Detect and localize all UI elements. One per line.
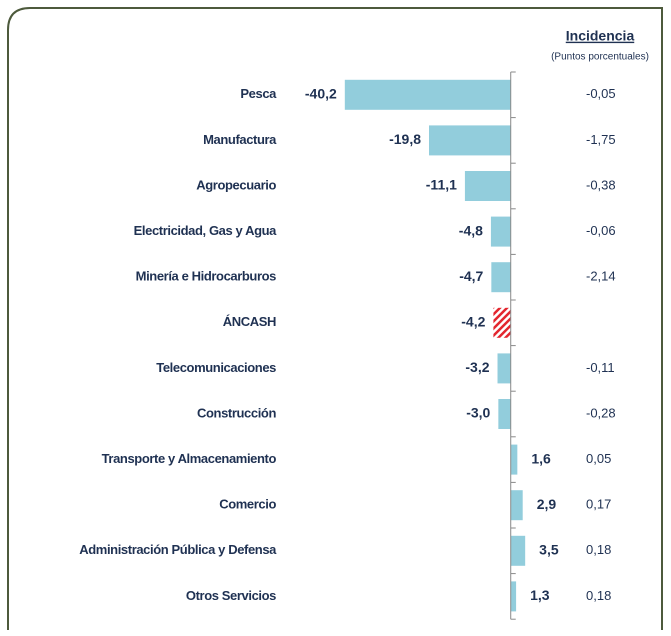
bar xyxy=(498,399,511,429)
value-label: 1,6 xyxy=(531,450,551,466)
value-label: 3,5 xyxy=(539,542,559,558)
value-label: -4,2 xyxy=(461,314,485,330)
value-label: -4,7 xyxy=(459,268,483,284)
value-label: -3,0 xyxy=(466,405,490,421)
category-label: Pesca xyxy=(240,86,277,101)
value-label: 1,3 xyxy=(530,587,550,603)
incidence-subtitle: (Puntos porcentuales) xyxy=(551,52,649,63)
category-label: ÁNCASH xyxy=(223,314,276,329)
category-label: Construcción xyxy=(197,405,276,420)
value-label: -19,8 xyxy=(389,131,421,147)
incidence-label: -0,11 xyxy=(586,360,615,375)
value-label: -4,8 xyxy=(459,222,483,238)
bar xyxy=(490,216,511,247)
bar xyxy=(510,581,517,612)
category-label: Agropecuario xyxy=(196,177,276,192)
incidence-label: -1,75 xyxy=(586,132,616,147)
bar xyxy=(497,353,511,384)
category-label: Manufactura xyxy=(203,132,277,147)
incidence-label: 0,18 xyxy=(586,542,611,557)
bar xyxy=(464,171,511,201)
bar xyxy=(344,79,511,110)
category-label: Telecomunicaciones xyxy=(156,360,276,375)
value-label: -40,2 xyxy=(305,86,337,102)
bar xyxy=(510,490,523,521)
incidence-label: -2,14 xyxy=(586,269,616,284)
value-label: -3,2 xyxy=(465,359,489,375)
bar xyxy=(510,535,526,566)
category-label: Electricidad, Gas y Agua xyxy=(134,223,278,238)
bar xyxy=(491,262,511,293)
bar xyxy=(429,125,511,156)
incidence-label: -0,05 xyxy=(586,86,616,101)
bar xyxy=(493,307,511,338)
card-border xyxy=(7,7,663,630)
category-label: Comercio xyxy=(219,497,276,512)
incidence-label: -0,28 xyxy=(586,405,616,420)
bar xyxy=(510,444,518,475)
incidence-label: -0,38 xyxy=(586,177,616,192)
category-label: Administración Pública y Defensa xyxy=(79,542,277,557)
incidence-label: 0,18 xyxy=(586,588,611,603)
incidence-label: 0,05 xyxy=(586,451,611,466)
incidence-label: 0,17 xyxy=(586,497,611,512)
category-label: Otros Servicios xyxy=(186,588,276,603)
value-label: -11,1 xyxy=(426,177,457,193)
incidence-title: Incidencia xyxy=(566,28,635,44)
category-label: Minería e Hidrocarburos xyxy=(136,269,277,284)
incidence-label: -0,06 xyxy=(586,223,616,238)
value-label: 2,9 xyxy=(537,496,557,512)
category-label: Transporte y Almacenamiento xyxy=(102,451,277,466)
